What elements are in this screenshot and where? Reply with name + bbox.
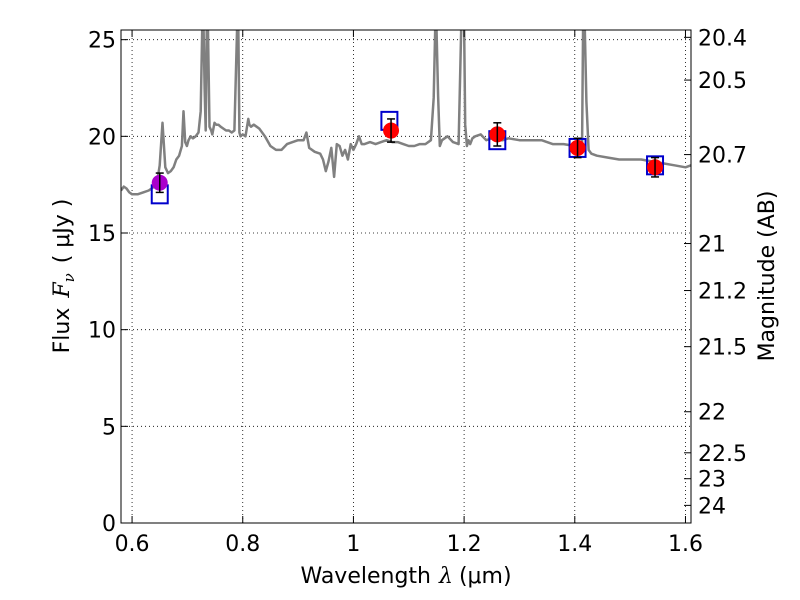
y2-tick-label: 22.5: [698, 442, 747, 467]
y-axis: 0 5 10 15 20 25: [88, 29, 128, 537]
y2-tick-label: 23: [698, 468, 726, 493]
x-tick-label: 1.2: [447, 532, 482, 557]
x-tick-label: 0.8: [225, 532, 260, 557]
y2-tick-label: 20.7: [698, 144, 747, 169]
y2-tick-label: 20.4: [698, 26, 747, 51]
observed-points: [151, 118, 664, 194]
y2-tick-label: 24: [698, 494, 726, 519]
y2-tick-label: 21.2: [698, 280, 747, 305]
y2-axis-label: Magnitude (AB): [755, 191, 780, 362]
y-tick-label: 10: [88, 319, 116, 344]
y2-tick-label: 21.5: [698, 336, 747, 361]
y-axis-label: FluxFν( μJy ): [50, 199, 78, 354]
observed-point: [151, 172, 168, 194]
y-tick-label: 0: [102, 512, 116, 537]
x-tick-label: 1: [346, 532, 360, 557]
y2-tick-label: 22: [698, 401, 726, 426]
y-tick-label: 5: [102, 415, 116, 440]
model-spectrum-line: [121, 30, 691, 196]
x-tick-label: 0.6: [115, 532, 150, 557]
observed-point: [383, 118, 400, 143]
observed-point: [569, 137, 586, 159]
y2-tick-label: 21: [698, 233, 726, 258]
y-tick-label: 15: [88, 222, 116, 247]
plot-frame: [120, 29, 692, 524]
observed-point: [489, 122, 506, 147]
observed-point: [647, 156, 664, 178]
x-tick-label: 1.4: [557, 532, 592, 557]
y2-tick-label: 20.5: [698, 69, 747, 94]
x-axis: 0.6 0.8 1 1.2 1.4 1.6: [115, 30, 703, 557]
x-tick-label: 1.6: [668, 532, 703, 557]
model-spectrum: [121, 30, 691, 196]
x-axis-label: Wavelength λ (μm): [300, 564, 511, 589]
y-tick-label: 20: [88, 125, 116, 150]
y-tick-label: 25: [88, 29, 116, 54]
